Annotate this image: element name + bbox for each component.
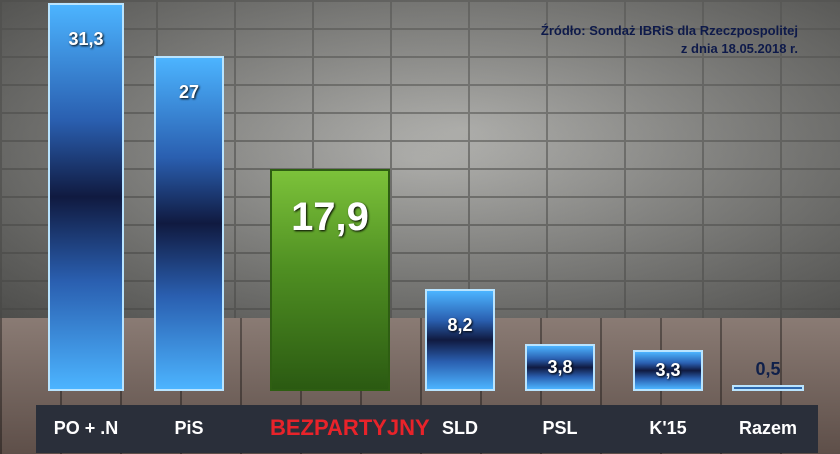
category-label-5: K'15 [649, 418, 687, 438]
bar-4 [525, 344, 595, 391]
wall-vignette [0, 0, 840, 322]
value-label-6: 0,5 [755, 359, 781, 379]
category-label-1: PiS [174, 418, 204, 438]
bar-1 [154, 56, 224, 391]
category-label-strip [36, 405, 818, 453]
value-label-5: 3,3 [655, 359, 681, 380]
category-label-6: Razem [738, 418, 798, 438]
source-note: Źródło: Sondaż IBRiS dla Rzeczpospolitej… [541, 22, 798, 58]
value-label-4: 3,8 [547, 356, 573, 377]
bar-3 [425, 289, 495, 391]
brick-wall-background [0, 0, 840, 322]
source-line-2: z dnia 18.05.2018 r. [680, 41, 798, 56]
category-label-2: BEZPARTYJNY [270, 415, 430, 440]
category-label-4: PSL [542, 418, 578, 438]
bar-0 [48, 3, 124, 391]
bar-2 [270, 169, 390, 391]
bar-6 [732, 385, 804, 391]
value-label-3: 8,2 [447, 315, 473, 335]
value-label-1: 27 [178, 82, 200, 102]
category-label-0: PO + .N [53, 418, 119, 438]
value-label-2: 17,9 [291, 195, 369, 239]
value-label-0: 31,3 [68, 29, 104, 49]
source-line-1: Źródło: Sondaż IBRiS dla Rzeczpospolitej [540, 23, 798, 38]
bar-5 [633, 350, 703, 391]
category-label-3: SLD [442, 418, 478, 438]
